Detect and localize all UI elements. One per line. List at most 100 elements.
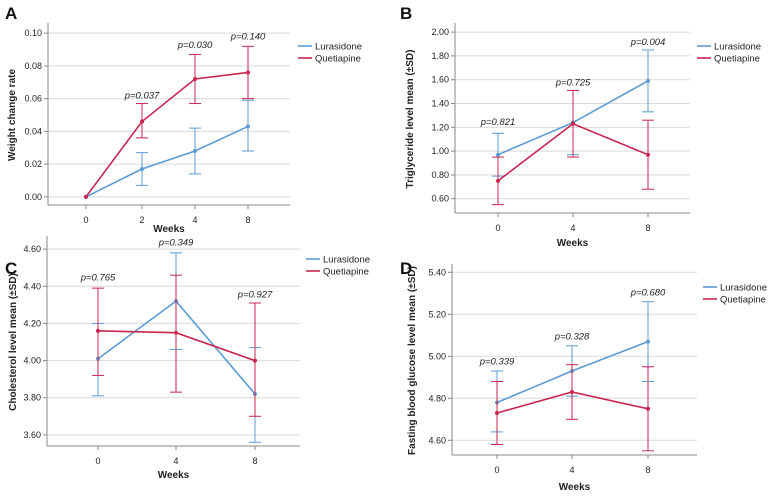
p-value-annotation: p=0.765 [80,273,116,284]
y-tick-label: 2.00 [431,27,449,37]
x-tick-label: 0 [83,215,88,225]
data-point [495,411,499,415]
series-quetiapine [84,45,254,199]
y-tick-label: 0.04 [24,126,42,136]
y-tick-label: 1.20 [431,122,449,132]
y-tick-label: 1.60 [431,75,449,85]
y-tick-label: 4.60 [23,244,41,254]
y-axis-label: Weight change rate [7,69,18,161]
x-tick-label: 0 [494,465,499,475]
y-tick-label: 4.40 [23,281,41,291]
series-quetiapine [492,89,654,206]
data-point [193,77,197,81]
data-point [140,167,144,171]
y-tick-label: 1.80 [431,51,449,61]
data-point [193,149,197,153]
y-tick-label: 1.00 [431,146,449,156]
y-tick-label: 0.60 [431,194,449,204]
y-tick-label: 5.00 [428,351,446,361]
x-axis-label: Weeks [158,470,190,481]
data-point [646,339,650,344]
data-point [96,328,100,333]
p-value-annotation: p=0.680 [630,287,666,298]
y-axis-label: Triglyceride level mean (±SD) [405,50,416,189]
data-point [140,119,144,124]
data-point [246,70,250,75]
p-value-annotation: p=0.821 [480,117,516,128]
p-value-annotation: p=0.725 [555,78,591,89]
x-tick-label: 8 [245,215,250,225]
x-tick-label: 2 [139,215,144,225]
series-line [85,125,249,198]
x-tick-label: 4 [570,223,575,233]
x-tick-label: 8 [645,465,650,475]
y-tick-label: 5.20 [428,309,446,319]
data-point [84,194,88,199]
x-tick-label: 4 [173,456,178,466]
p-value-annotation: p=0.349 [158,237,194,248]
data-point [646,406,650,411]
panel-letter: D [400,259,412,278]
y-tick-label: 0.00 [24,192,42,202]
x-tick-label: 8 [645,223,650,233]
x-tick-label: 8 [252,456,257,466]
y-tick-label: 4.60 [428,435,446,445]
x-axis-label: Weeks [559,482,591,493]
legend-label: Lurasidone [323,255,370,266]
p-value-annotation: p=0.339 [479,357,515,368]
y-tick-label: 4.00 [23,356,41,366]
series-lurasidone [84,99,254,199]
y-tick-label: 0.10 [24,28,42,38]
chart-panel-d: D 4.60 4.80 5.00 5.20 5.40 0 4 8 Weeks Fasting blo… [400,259,767,493]
data-point [174,330,178,335]
chart-panel-c: C 3.60 3.80 4.00 4.20 4.40 4.60 0 4 8 Weeks Cholest… [5,236,370,481]
legend-label: Quetiapine [323,267,369,278]
data-point [646,78,650,83]
panel-letter: A [5,4,17,23]
data-point [496,178,500,183]
p-value-annotation: p=0.927 [237,289,273,300]
legend-label: Lurasidone [714,42,761,53]
legend-label: Lurasidone [315,42,362,53]
y-tick-label: 0.08 [24,61,42,71]
x-axis-label: Weeks [153,224,185,235]
y-tick-label: 4.80 [428,393,446,403]
data-point [646,152,650,157]
data-point [571,121,575,126]
data-point [496,152,500,157]
y-tick-label: 1.40 [431,99,449,109]
series-line [85,71,249,198]
legend-label: Quetiapine [720,295,766,306]
x-tick-label: 4 [192,215,197,225]
panel-letter: C [5,259,17,278]
panel-letter: B [400,4,412,23]
y-tick-label: 0.80 [431,170,449,180]
p-value-annotation: p=0.037 [124,91,160,102]
y-tick-label: 5.40 [428,267,446,277]
x-tick-label: 0 [495,223,500,233]
y-tick-label: 4.20 [23,318,41,328]
chart-panel-b: B 0.60 0.80 1.00 1.20 1.40 1.60 1.80 2.00 0 4 8 Week… [400,4,761,249]
chart-panel-a: A 0.00 0.02 0.04 0.06 0.08 0.10 0 2 4 8 Weeks Weight… [5,4,362,235]
data-point [246,124,250,129]
x-tick-label: 4 [569,465,574,475]
data-point [253,358,257,363]
p-value-annotation: p=0.328 [554,332,590,343]
series-quetiapine [92,274,261,417]
y-tick-label: 3.60 [23,430,41,440]
legend-label: Quetiapine [315,54,361,65]
y-tick-label: 3.80 [23,393,41,403]
p-value-annotation: p=0.140 [230,32,266,43]
data-point [570,390,574,394]
legend-label: Lurasidone [720,283,767,294]
p-value-annotation: p=0.030 [177,40,213,51]
y-tick-label: 0.06 [24,94,42,104]
series-quetiapine [491,364,654,452]
x-axis-label: Weeks [557,238,589,249]
y-tick-label: 0.02 [24,159,42,169]
legend-label: Quetiapine [714,54,760,65]
x-tick-label: 0 [95,456,100,466]
y-axis-label: Fasting blood glucose level mean (±SD) [407,266,418,455]
p-value-annotation: p=0.004 [630,37,666,48]
